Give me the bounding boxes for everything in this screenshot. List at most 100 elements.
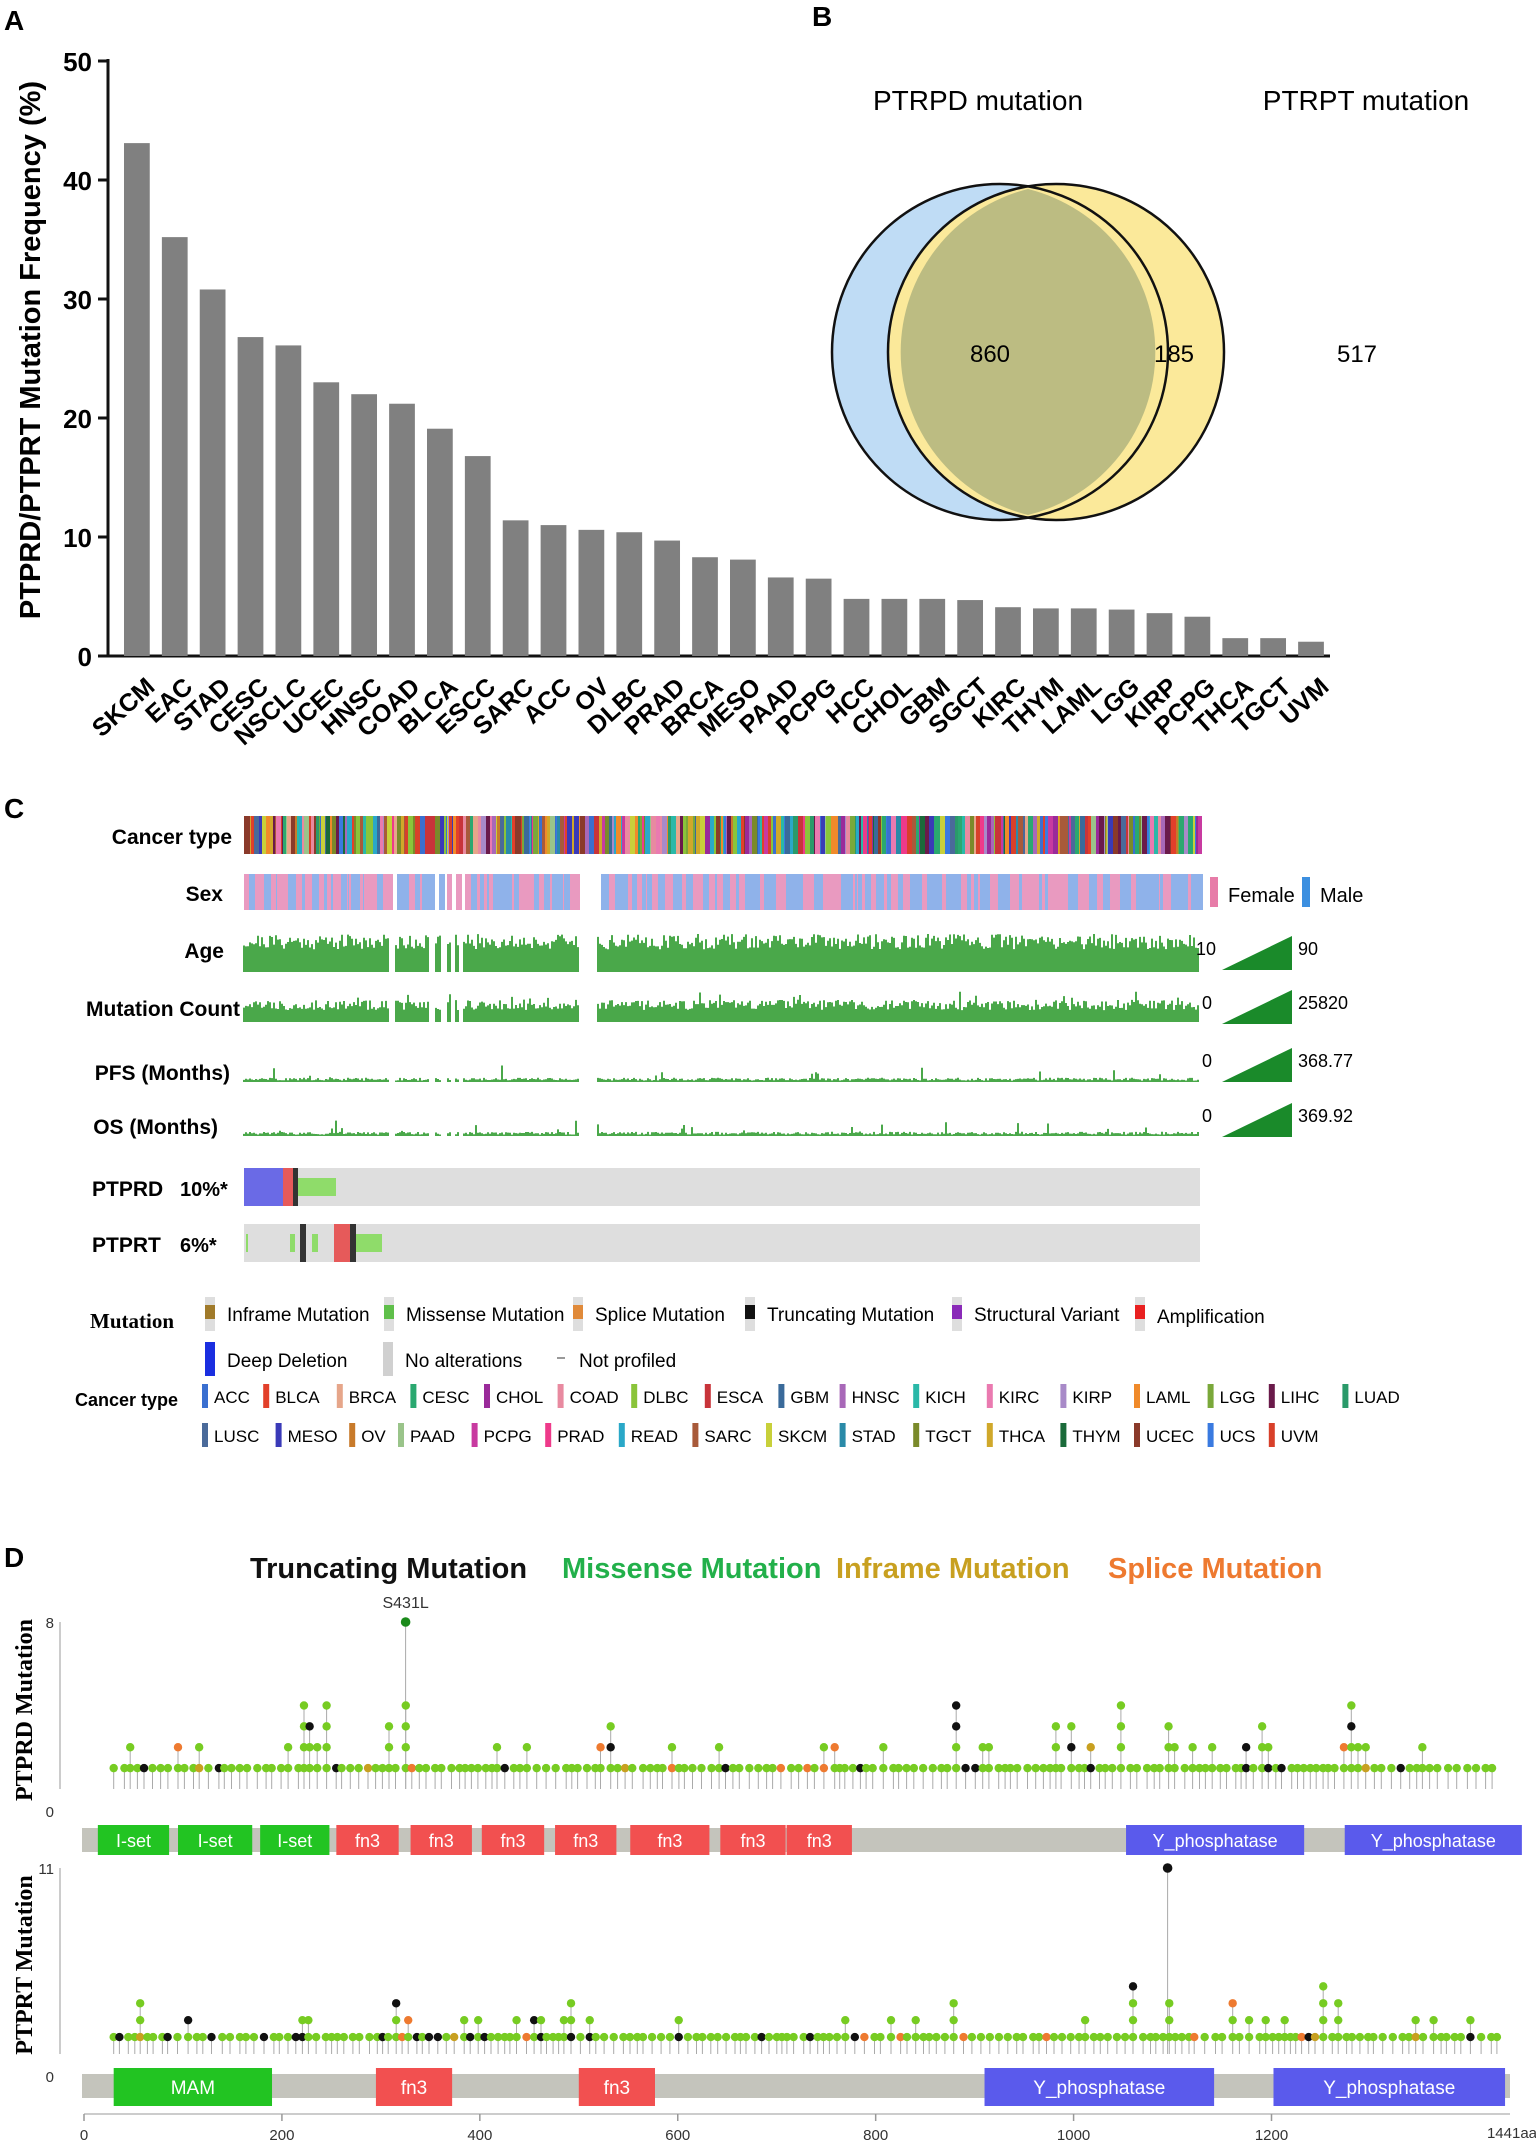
sex-cell xyxy=(1169,874,1171,910)
mutation-point xyxy=(529,2032,539,2042)
bar-dlbc xyxy=(616,532,643,656)
lollipop-legend-inframe-mutation: Inframe Mutation xyxy=(836,1553,1070,1585)
mutation-point xyxy=(1039,1763,1048,1773)
mutation-point xyxy=(522,1743,532,1752)
cancer-type-cell xyxy=(680,816,683,854)
mutation-point xyxy=(313,1763,322,1773)
cancer-type-cell xyxy=(325,816,326,854)
mutation-point xyxy=(1418,1743,1427,1752)
cancer-type-cell xyxy=(1040,816,1043,854)
cancer-type-cell xyxy=(925,816,929,854)
cancer-type-cell xyxy=(297,816,299,854)
mutation-legend-item: Truncating Mutation xyxy=(745,1297,934,1331)
mutation-point xyxy=(1299,1763,1308,1773)
cancer-type-cell xyxy=(863,816,867,854)
cancer-type-cell xyxy=(564,816,565,854)
cancer-type-cell xyxy=(387,816,392,854)
mutation-legend-label: Not profiled xyxy=(579,1351,676,1372)
cancer-type-cell xyxy=(640,816,642,854)
cancer-type-cell xyxy=(430,816,435,854)
cancer-type-cell xyxy=(486,816,490,854)
cancer-type-cell xyxy=(496,816,497,854)
bar-kirp xyxy=(1146,613,1173,656)
mutation-point xyxy=(832,2032,842,2042)
mutation-point xyxy=(1264,1743,1273,1752)
domain-label: fn3 xyxy=(355,1831,380,1851)
cancer-type-cell xyxy=(872,816,873,854)
mutation-point xyxy=(1347,1701,1356,1710)
mutation-point xyxy=(1216,1763,1225,1773)
cancer-type-cell xyxy=(1121,816,1126,854)
protein-domain xyxy=(578,2068,655,2106)
cancer-type-cell xyxy=(776,816,781,854)
mutation-point xyxy=(735,1763,744,1773)
cancer-type-cell xyxy=(726,816,727,854)
sex-cell xyxy=(291,874,296,910)
cancer-swatch xyxy=(336,1384,343,1408)
cancer-type-cell xyxy=(1170,816,1171,854)
cancer-swatch xyxy=(839,1423,846,1447)
cancer-type-cell xyxy=(886,816,887,854)
sex-cell xyxy=(1030,874,1033,910)
mutation-point xyxy=(628,1763,637,1773)
sex-cell xyxy=(1023,874,1025,910)
cancer-type-cell xyxy=(602,816,605,854)
cancer-legend-item: BRCA xyxy=(336,1384,397,1408)
bar-laml xyxy=(1070,608,1097,656)
mutation-point xyxy=(460,1763,470,1773)
mutation-point xyxy=(819,2032,828,2042)
track-label: PFS (Months) xyxy=(95,1062,230,1085)
mutation-point xyxy=(667,1743,677,1752)
mutation-point xyxy=(1466,2015,1475,2025)
sex-cell xyxy=(813,874,814,910)
sex-cell xyxy=(726,874,730,910)
mutation-point xyxy=(1103,2032,1112,2042)
protein-backbone xyxy=(82,2074,1510,2098)
mutation-point xyxy=(1080,1763,1089,1773)
cancer-legend-label: STAD xyxy=(852,1427,896,1446)
sex-cell xyxy=(512,874,514,910)
sex-cell xyxy=(1103,874,1105,910)
mutation-point xyxy=(1280,2032,1289,2042)
mutation-point xyxy=(896,2032,905,2042)
sex-cell xyxy=(980,874,984,910)
sex-cell xyxy=(946,874,950,910)
mutation-legend-item: Splice Mutation xyxy=(573,1297,725,1331)
sex-cell xyxy=(534,874,539,910)
mutation-point xyxy=(870,2032,879,2042)
mutation-point xyxy=(225,2032,235,2042)
sex-cell xyxy=(837,874,839,910)
mutation-point xyxy=(1297,2032,1306,2042)
mutation-point xyxy=(1164,1763,1173,1773)
track-label: OS (Months) xyxy=(93,1116,218,1139)
mutation-point xyxy=(235,1763,244,1773)
sex-cell xyxy=(961,874,966,910)
sex-cell xyxy=(798,874,803,910)
cancer-legend-label: KICH xyxy=(925,1388,966,1407)
cancer-type-cell xyxy=(929,816,934,854)
cancer-type-cell xyxy=(1028,816,1033,854)
cancer-type-cell xyxy=(1150,816,1154,854)
cancer-type-cell xyxy=(815,816,820,854)
sex-cell xyxy=(1089,874,1095,910)
mutation-point xyxy=(1257,1763,1267,1773)
cancer-type-cell xyxy=(856,816,859,854)
mutation-point xyxy=(1429,2032,1438,2042)
range-legend-mutation-count: 0 25820 xyxy=(1202,990,1348,1024)
venn-outline-ptprd xyxy=(830,182,1170,522)
mutation-point xyxy=(1347,2032,1357,2042)
mutation-point xyxy=(805,2032,815,2042)
sex-cell xyxy=(1115,874,1120,910)
mutation-point xyxy=(1045,1763,1055,1773)
mutation-point xyxy=(283,1743,293,1752)
range-max: 368.77 xyxy=(1298,1051,1353,1071)
track-mutation-count-bars xyxy=(243,991,1199,1022)
cancer-type-cell xyxy=(1085,816,1088,854)
mutation-point xyxy=(959,2032,968,2042)
bar-eac xyxy=(161,237,188,656)
mutation-point xyxy=(799,2032,808,2042)
sex-cell xyxy=(730,874,736,910)
cancer-type-cell xyxy=(916,816,919,854)
mutation-point xyxy=(692,2032,701,2042)
cancer-type-cell xyxy=(542,816,545,854)
